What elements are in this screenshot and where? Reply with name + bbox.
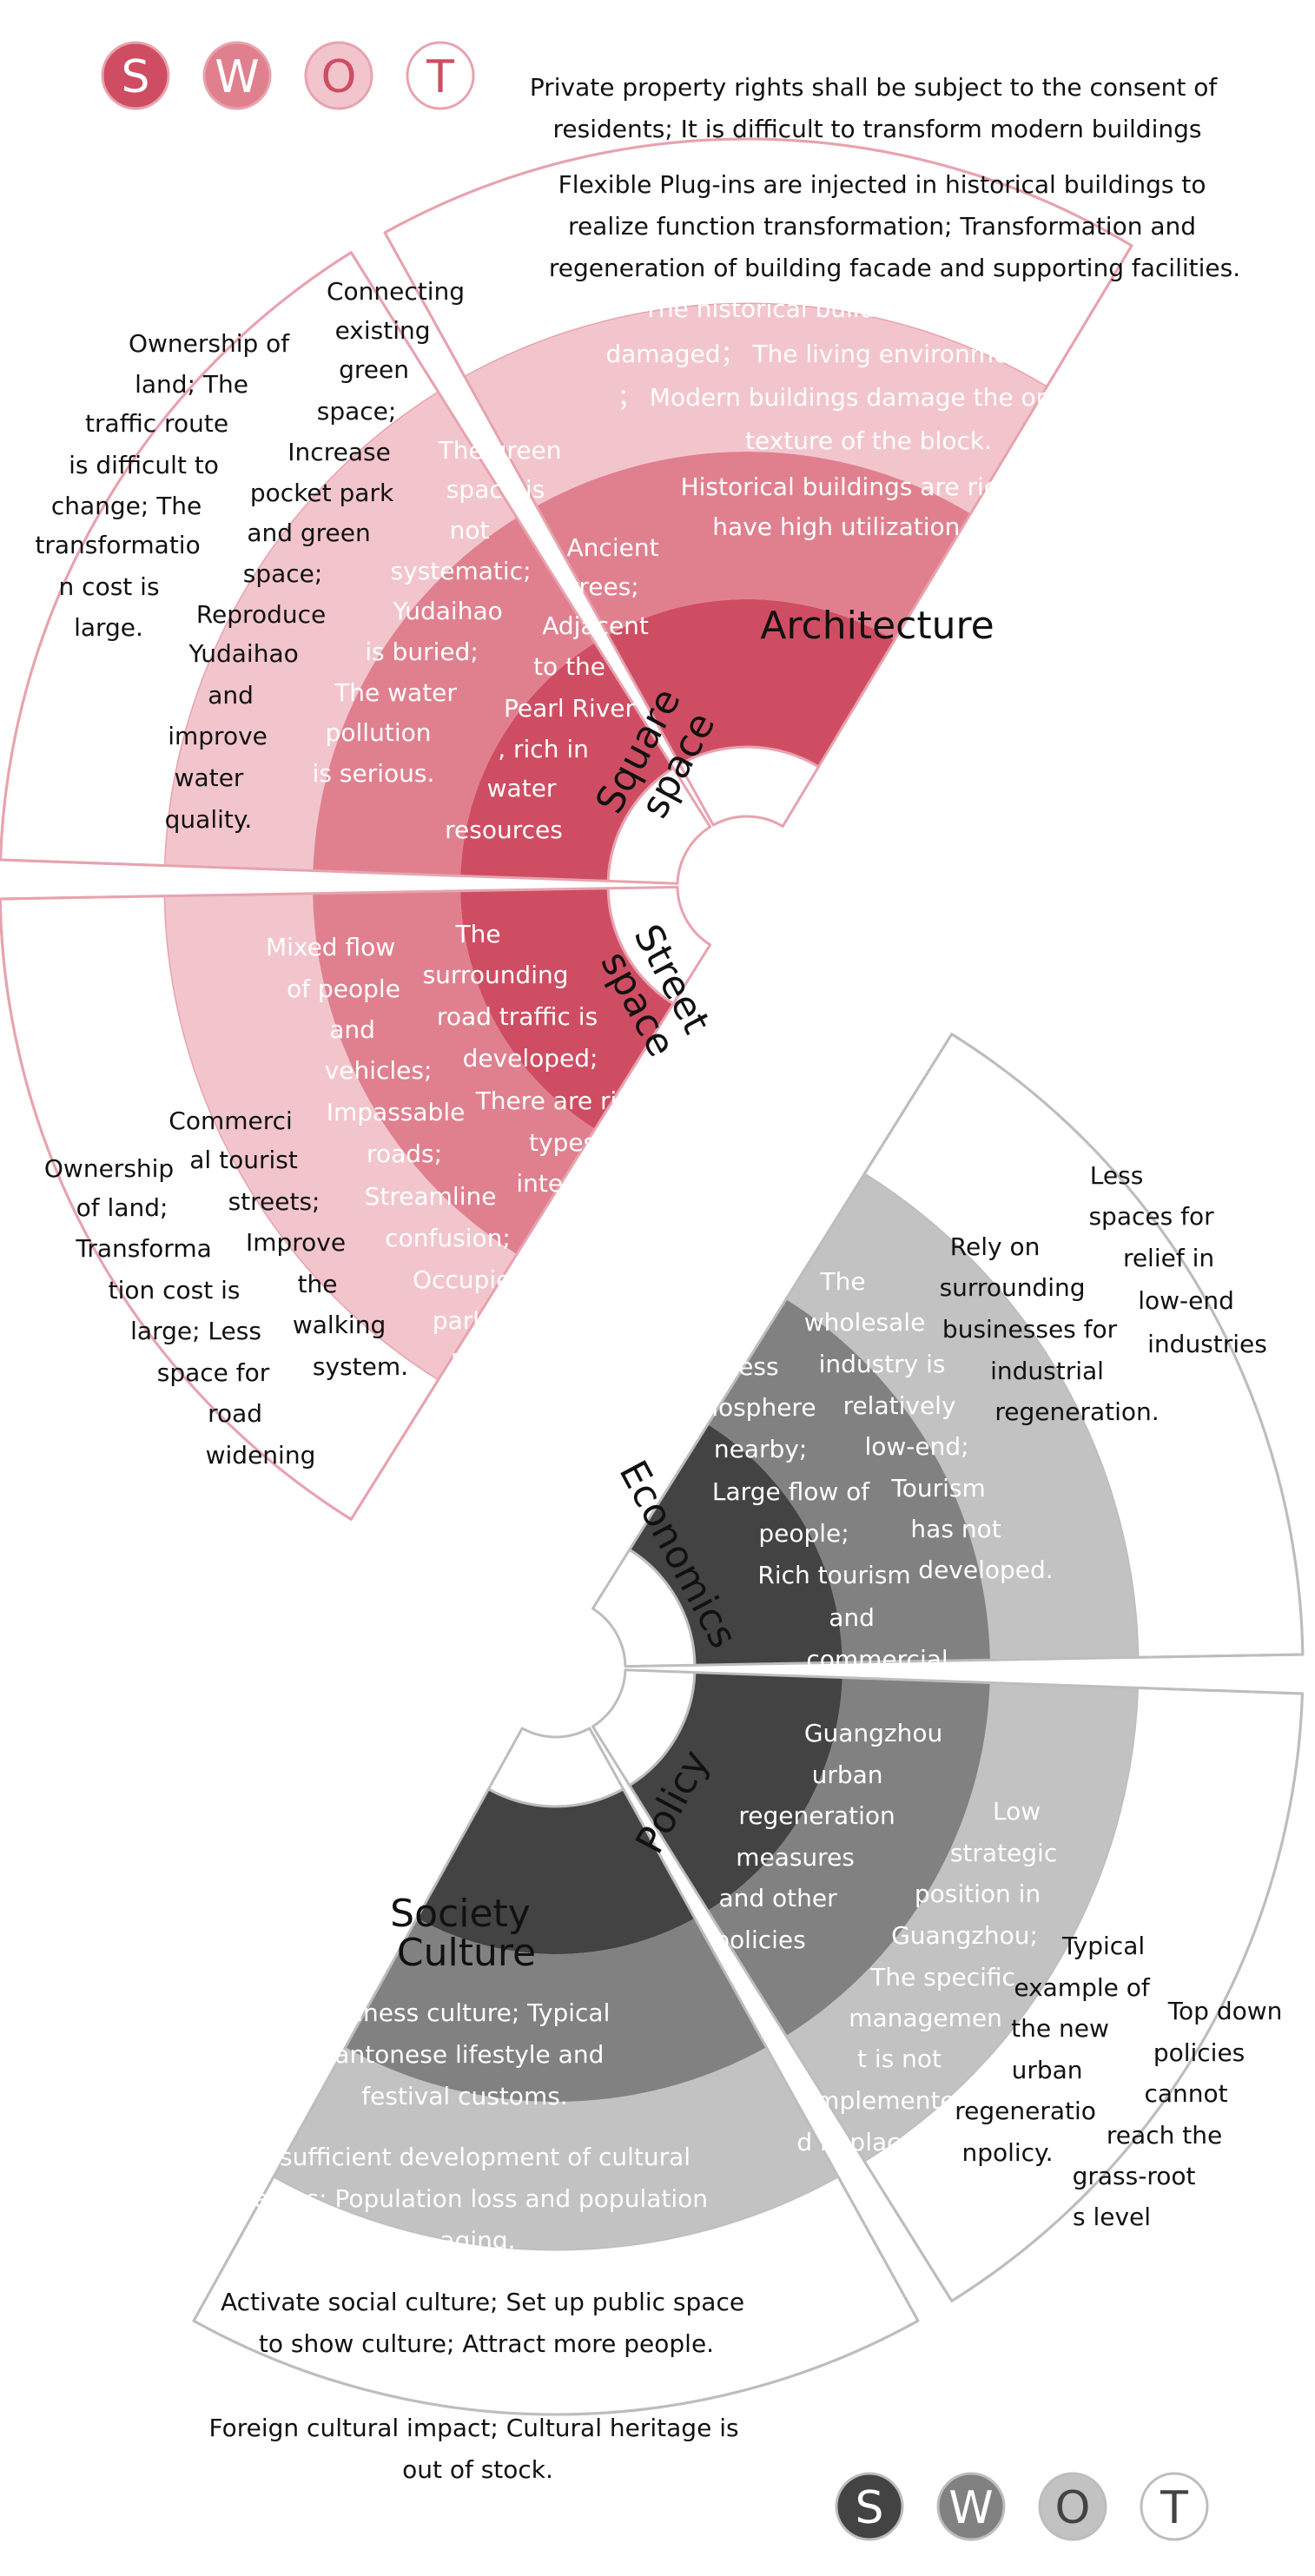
legend-bottom-o: O xyxy=(1055,2482,1091,2534)
gray-economics-weakness-band xyxy=(707,1298,990,1663)
legend-bottom-s: S xyxy=(855,2482,883,2534)
gray-economics-opportunity-band xyxy=(785,1173,1138,1661)
gray-policy-strength-band xyxy=(629,1672,843,1911)
legend-top-w-circle xyxy=(202,41,272,110)
red-architecture-outline xyxy=(383,137,1133,769)
legend-top-o-circle xyxy=(304,41,373,110)
gray-policy-outline xyxy=(628,1671,1304,2302)
gray-policy-opportunity-band xyxy=(785,1682,1138,2162)
street-space-strength: The surrounding road traffic is develope… xyxy=(423,920,691,1239)
street-space-weakness: Mixed flow of people and vehicles; Impas… xyxy=(266,933,618,1417)
society-culture-strength: Business culture; Typical Cantonese life… xyxy=(312,1998,618,2110)
red-fan xyxy=(0,137,1133,1521)
street-space-opportunity: Commerci al tourist streets; Improve the… xyxy=(169,1106,408,1381)
legend-top-t: T xyxy=(426,51,454,103)
gray-society-culture-outline xyxy=(192,1787,920,2416)
legend-bottom-o-circle xyxy=(1038,2472,1107,2541)
red-architecture-opportunity-band xyxy=(465,303,1047,514)
legend-bottom-w: W xyxy=(948,2482,993,2534)
architecture-threat: Private property rights shall be subject… xyxy=(530,73,1225,143)
gray-economics-strength-band xyxy=(629,1424,843,1666)
policy-threat: Top down policies cannot reach the grass… xyxy=(1073,1997,1291,2231)
legend-top-t-circle xyxy=(406,41,475,110)
legend-bottom: S W O T xyxy=(835,2472,1209,2541)
legend-top-o: O xyxy=(321,51,357,103)
policy-strength: Guangzhou urban regeneration measures an… xyxy=(714,1719,950,1954)
square-space-opportunity: Connecting existing green space; Increas… xyxy=(165,277,472,834)
architecture-label: Architecture xyxy=(760,604,994,648)
gray-society-culture-strength-band xyxy=(417,1788,695,1954)
society-culture-weakness: Insufficient development of cultural val… xyxy=(240,2143,716,2255)
legend-bottom-w-circle xyxy=(936,2472,1006,2541)
economics-opportunity: Rely on surrounding businesses for indus… xyxy=(940,1232,1160,1426)
legend-top-s: S xyxy=(121,51,149,103)
street-space-threat: Ownership of land; Transforma tion cost … xyxy=(44,1154,315,1470)
economics-strength: Strong business atmosphere nearby; Large… xyxy=(659,1311,948,1674)
gray-society-culture-weakness-band xyxy=(345,1918,767,2102)
red-street-space-strength-band xyxy=(460,888,674,1129)
red-street-space-opportunity-band xyxy=(165,893,518,1380)
red-architecture-weakness-band xyxy=(536,451,971,641)
architecture-weakness: The historical buildings is seriously da… xyxy=(605,294,1131,455)
architecture-opportunity: Flexible Plug-ins are injected in histor… xyxy=(549,170,1240,282)
red-square-space-strength-band xyxy=(460,643,674,882)
society-culture-label: Society Culture xyxy=(390,1892,543,1975)
economics-threat: Less spaces for relief in low-end indust… xyxy=(1088,1161,1266,1358)
red-square-space-opportunity-band xyxy=(165,392,518,871)
legend-bottom-t-circle xyxy=(1140,2472,1209,2541)
red-street-space-outline xyxy=(0,887,675,1521)
society-culture-opportunity: Activate social culture; Set up public s… xyxy=(221,2288,752,2358)
red-square-space-weakness-band xyxy=(313,517,596,876)
square-space-threat: Ownership of land; The traffic route is … xyxy=(35,329,297,642)
gray-economics-outline xyxy=(628,1033,1305,1667)
economics-weakness: The wholesale industry is relatively low… xyxy=(804,1267,1054,1584)
gray-fan xyxy=(192,1033,1305,2416)
red-street-space-weakness-band xyxy=(313,890,596,1255)
square-space-strength: Ancient trees; Adjacent to the Pearl Riv… xyxy=(445,533,666,844)
gray-policy-weakness-band xyxy=(707,1677,990,2037)
text-layer: Architecture Historical buildings are ri… xyxy=(35,73,1291,2484)
policy-weakness: Low strategic position in Guangzhou; The… xyxy=(796,1797,1065,2157)
legend-bottom-s-circle xyxy=(835,2472,904,2541)
gray-society-culture-opportunity-band xyxy=(274,2047,838,2249)
square-space-weakness: The green space is not systematic; Yudai… xyxy=(313,436,570,788)
legend-bottom-t: T xyxy=(1160,2482,1188,2534)
society-culture-threat: Foreign cultural impact; Cultural herita… xyxy=(209,2414,747,2484)
policy-opportunity: Typical example of the new urban regener… xyxy=(955,1932,1157,2167)
red-architecture-strength-band xyxy=(608,598,895,767)
legend-top: S W O T xyxy=(101,41,475,110)
red-square-space-outline xyxy=(0,251,675,882)
legend-top-s-circle xyxy=(101,41,170,110)
legend-top-w: W xyxy=(215,51,259,103)
architecture-strength: Historical buildings are rich and have h… xyxy=(681,472,1074,541)
